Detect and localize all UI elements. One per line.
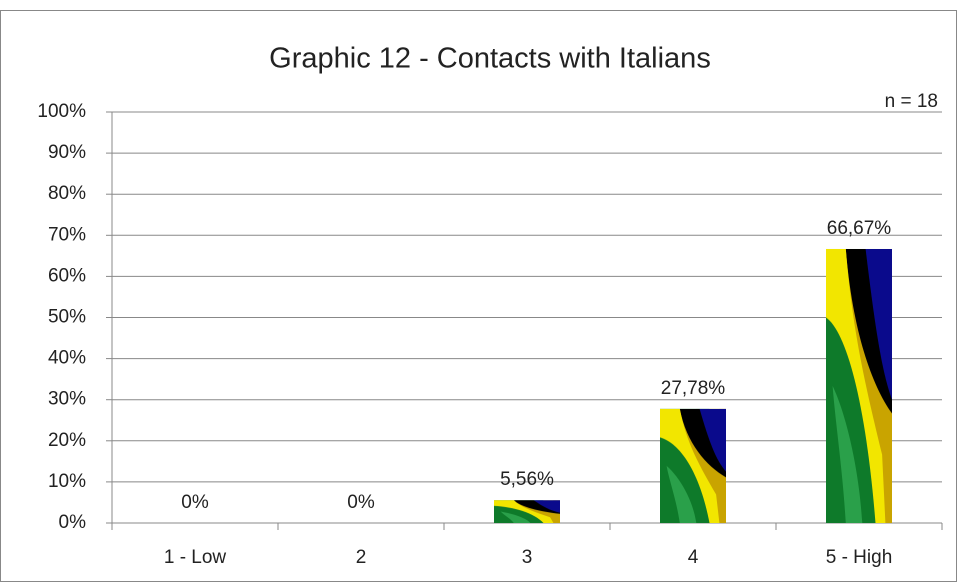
x-tick-label: 4 [688,547,699,568]
value-label: 0% [181,492,209,513]
y-tick-label: 50% [48,307,86,328]
value-label: 66,67% [827,218,892,239]
y-tick-label: 20% [48,430,86,451]
bar [826,248,892,523]
chart-title: Graphic 12 - Contacts with Italians [269,43,711,75]
value-label: 5,56% [500,469,554,490]
y-tick-label: 10% [48,471,86,492]
x-tick-label: 2 [356,547,367,568]
chart-border [0,10,957,582]
value-label: 0% [347,492,375,513]
annotation: n = 18 [885,91,938,112]
x-tick-label: 1 - Low [164,547,227,568]
x-tick-label: 5 - High [826,547,893,568]
x-tick-label: 3 [522,547,533,568]
y-tick-label: 30% [48,389,86,410]
bar [660,408,726,523]
y-tick-label: 0% [59,512,87,533]
value-label: 27,78% [661,378,726,399]
y-tick-label: 80% [48,183,86,204]
y-tick-label: 60% [48,265,86,286]
bar [494,500,560,523]
y-tick-label: 40% [48,348,86,369]
y-tick-label: 100% [37,101,86,122]
y-tick-label: 70% [48,224,86,245]
y-tick-label: 90% [48,142,86,163]
